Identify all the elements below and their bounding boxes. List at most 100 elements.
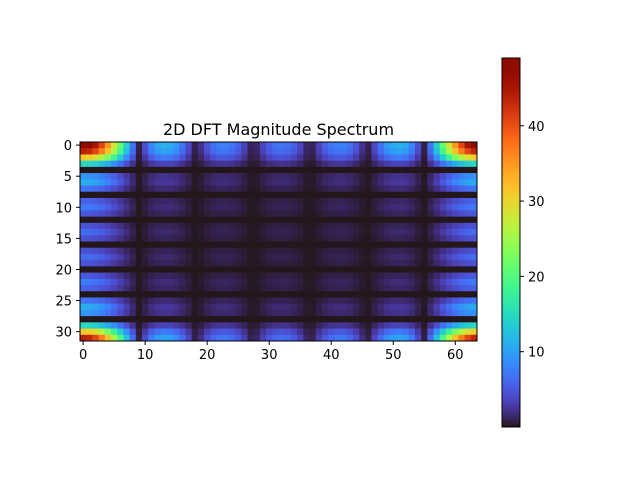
heatmap-cell <box>166 173 174 180</box>
colorbar-swatch <box>502 423 520 426</box>
heatmap-cell <box>346 179 354 186</box>
heatmap-cell <box>148 216 155 224</box>
heatmap-cell <box>228 285 236 292</box>
heatmap-cell <box>371 210 379 217</box>
heatmap-cell <box>315 260 323 267</box>
heatmap-cell <box>390 260 397 267</box>
heatmap-cell <box>309 191 317 199</box>
heatmap-cell <box>86 154 93 162</box>
heatmap-cell <box>235 154 242 162</box>
heatmap-cell <box>235 222 242 230</box>
heatmap-cell <box>315 222 323 230</box>
heatmap-cell <box>185 185 193 193</box>
heatmap-cell <box>222 185 230 193</box>
heatmap-cell <box>439 160 447 168</box>
colorbar-swatch <box>502 127 520 131</box>
heatmap-cell <box>191 285 199 292</box>
heatmap-cell <box>253 197 261 205</box>
heatmap-cell <box>396 303 403 311</box>
heatmap-cell <box>80 166 87 174</box>
heatmap-cell <box>241 334 248 342</box>
heatmap-cell <box>247 154 255 162</box>
heatmap-cell <box>235 272 242 280</box>
x-tick-label: 0 <box>79 348 87 363</box>
heatmap-cell <box>297 334 304 342</box>
heatmap-cell <box>129 166 137 174</box>
heatmap-cell <box>433 334 441 342</box>
heatmap-cell <box>470 210 478 217</box>
heatmap-cell <box>284 229 292 236</box>
heatmap-cell <box>98 216 106 224</box>
heatmap-cell <box>111 222 118 230</box>
heatmap-cell <box>390 173 397 180</box>
heatmap-cell <box>111 179 118 186</box>
heatmap-cell <box>117 216 124 224</box>
heatmap-cell <box>402 285 410 292</box>
heatmap-cell <box>197 148 205 155</box>
heatmap-cell <box>160 322 168 329</box>
heatmap-cell <box>148 266 155 273</box>
heatmap-cell <box>173 278 180 286</box>
heatmap-cell <box>98 285 106 292</box>
heatmap-cell <box>210 272 217 280</box>
heatmap-cell <box>235 191 242 199</box>
heatmap-cell <box>470 173 478 180</box>
heatmap-cell <box>458 253 465 261</box>
heatmap-cell <box>135 260 143 267</box>
heatmap-cell <box>247 260 255 267</box>
heatmap-cell <box>445 210 453 217</box>
heatmap-cell <box>445 291 453 298</box>
heatmap-cell <box>303 241 310 249</box>
heatmap-cell <box>464 173 472 180</box>
heatmap-cell <box>247 179 255 186</box>
heatmap-cell <box>179 148 186 155</box>
colorbar-swatch <box>502 255 520 258</box>
heatmap-cell <box>253 160 261 168</box>
heatmap-cell <box>278 235 286 242</box>
heatmap-cell <box>433 185 441 193</box>
heatmap-cell <box>284 197 292 205</box>
heatmap-cell <box>315 142 323 149</box>
heatmap-cell <box>86 179 93 186</box>
heatmap-cell <box>402 229 410 236</box>
heatmap-cell <box>383 285 391 292</box>
colorbar-swatch <box>502 93 520 97</box>
heatmap-cell <box>235 166 242 174</box>
heatmap-cell <box>98 204 106 211</box>
heatmap-cell <box>98 191 106 199</box>
heatmap-cell <box>117 166 124 174</box>
heatmap-cell <box>396 322 403 329</box>
heatmap-cell <box>179 185 186 193</box>
heatmap-cell <box>129 222 137 230</box>
heatmap-cell <box>179 191 186 199</box>
heatmap-cell <box>216 247 224 255</box>
colorbar-swatch <box>502 187 520 191</box>
heatmap-cell <box>402 297 410 305</box>
heatmap-cell <box>315 309 323 317</box>
heatmap-cell <box>123 291 130 298</box>
heatmap-cell <box>222 148 230 155</box>
heatmap-cell <box>321 285 329 292</box>
heatmap-cell <box>166 247 174 255</box>
heatmap-cell <box>197 222 205 230</box>
heatmap-cell <box>321 166 329 174</box>
heatmap-cell <box>278 309 286 317</box>
heatmap-cell <box>421 216 428 224</box>
heatmap-cell <box>197 285 205 292</box>
heatmap-cell <box>154 210 161 217</box>
heatmap-cell <box>284 191 292 199</box>
heatmap-cell <box>445 222 453 230</box>
heatmap-cell <box>297 185 304 193</box>
heatmap-cell <box>278 173 286 180</box>
heatmap-cell <box>92 316 99 323</box>
heatmap-cell <box>117 179 124 186</box>
heatmap-cell <box>297 197 304 205</box>
heatmap-cell <box>210 185 217 193</box>
heatmap-cell <box>216 142 224 149</box>
heatmap-cell <box>352 266 360 273</box>
heatmap-cell <box>303 185 310 193</box>
heatmap-cell <box>228 148 236 155</box>
heatmap-cell <box>297 173 304 180</box>
heatmap-cell <box>235 291 242 298</box>
heatmap-cell <box>359 241 366 249</box>
